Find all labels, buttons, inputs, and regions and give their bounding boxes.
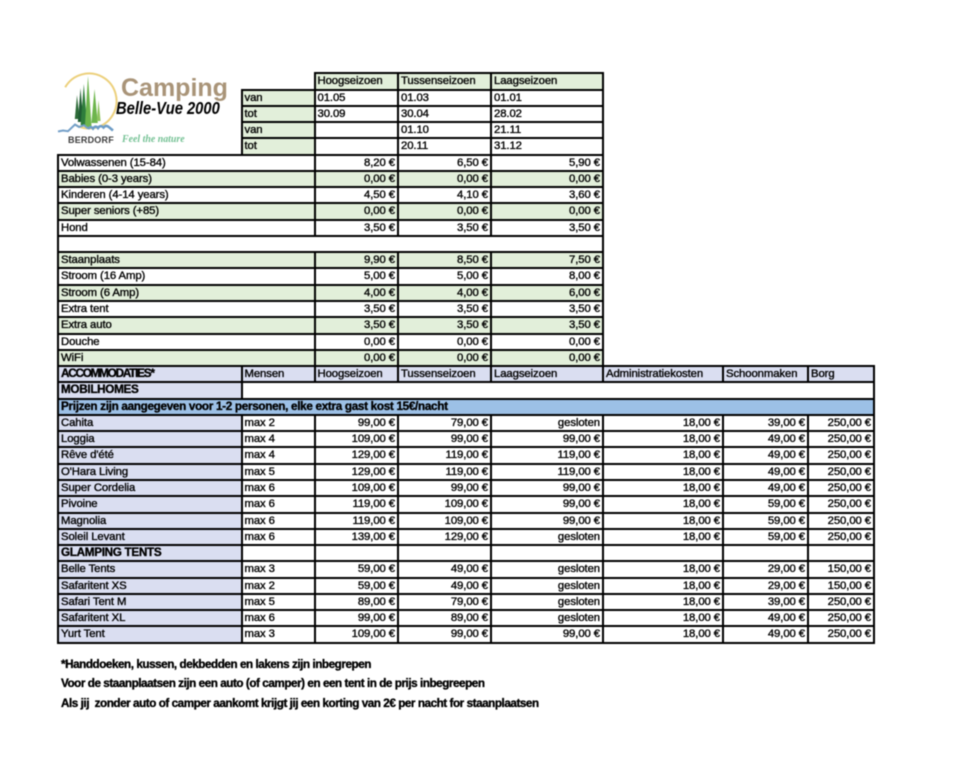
svg-text:Belle-Vue 2000: Belle-Vue 2000 <box>116 99 220 119</box>
svg-text:Camping: Camping <box>121 74 228 102</box>
svg-text:Feel the nature: Feel the nature <box>121 134 185 146</box>
svg-text:BERDORF: BERDORF <box>68 135 114 145</box>
